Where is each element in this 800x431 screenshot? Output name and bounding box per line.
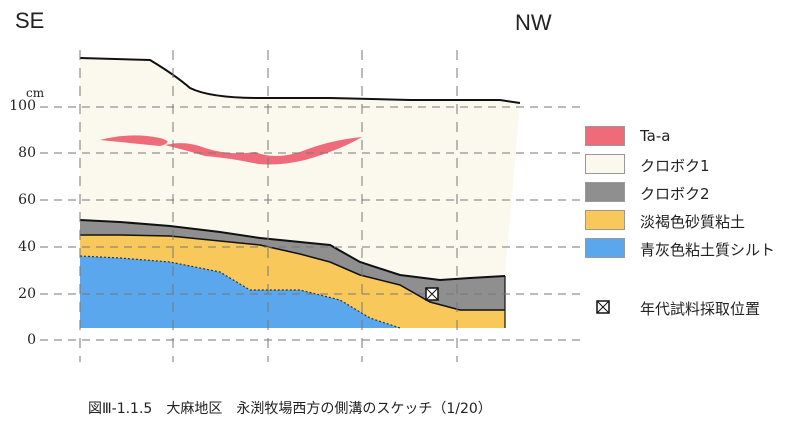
sample-marker bbox=[425, 287, 439, 301]
y-tick-label: 80 bbox=[18, 145, 36, 161]
layer-sandy-clay bbox=[80, 235, 505, 328]
y-tick-label: 0 bbox=[27, 332, 36, 348]
y-tick-label: 60 bbox=[18, 192, 36, 208]
direction-left-label: SE bbox=[15, 8, 45, 33]
sample-marker-legend-icon bbox=[596, 300, 610, 314]
legend-label-kuroboku1: クロボク1 bbox=[640, 157, 710, 175]
figure-caption: 図Ⅲ-1.1.5 大麻地区 永渕牧場西方の側溝のスケッチ（1/20） bbox=[88, 401, 492, 417]
ground-surface-line bbox=[79, 57, 521, 104]
direction-right-label: NW bbox=[515, 10, 552, 35]
y-tick-label: 100 bbox=[9, 98, 36, 114]
tephra-lens-2 bbox=[165, 137, 362, 165]
y-tick-label: 20 bbox=[18, 286, 36, 302]
tephra-lens-1 bbox=[100, 135, 168, 146]
legend-swatch-sandy-clay bbox=[585, 210, 625, 230]
legend-swatch-ta-a bbox=[585, 126, 625, 146]
legend-label-sandy-clay: 淡褐色砂質粘土 bbox=[640, 213, 746, 231]
legend-label-silt: 青灰色粘土質シルト bbox=[640, 241, 776, 259]
boundary-line-2 bbox=[80, 234, 505, 311]
legend-swatch-kuroboku1 bbox=[585, 154, 625, 174]
boundary-line-3 bbox=[79, 255, 401, 329]
legend-label-ta-a: Ta-a bbox=[640, 127, 671, 145]
legend-label-kuroboku2: クロボク2 bbox=[640, 185, 710, 203]
y-tick-label: 40 bbox=[18, 239, 36, 255]
legend-swatch-kuroboku2 bbox=[585, 182, 625, 202]
horizontal-gridlines bbox=[40, 106, 580, 341]
layer-silt bbox=[80, 256, 400, 328]
vertical-gridlines bbox=[79, 50, 458, 362]
layer-kuroboku2 bbox=[80, 220, 505, 310]
layer-kuroboku1 bbox=[80, 58, 520, 280]
unit-label: cm bbox=[26, 86, 45, 100]
legend-swatch-silt bbox=[585, 238, 625, 258]
legend-label-sample-marker: 年代試料採取位置 bbox=[640, 300, 761, 318]
boundary-line-1 bbox=[79, 219, 506, 282]
